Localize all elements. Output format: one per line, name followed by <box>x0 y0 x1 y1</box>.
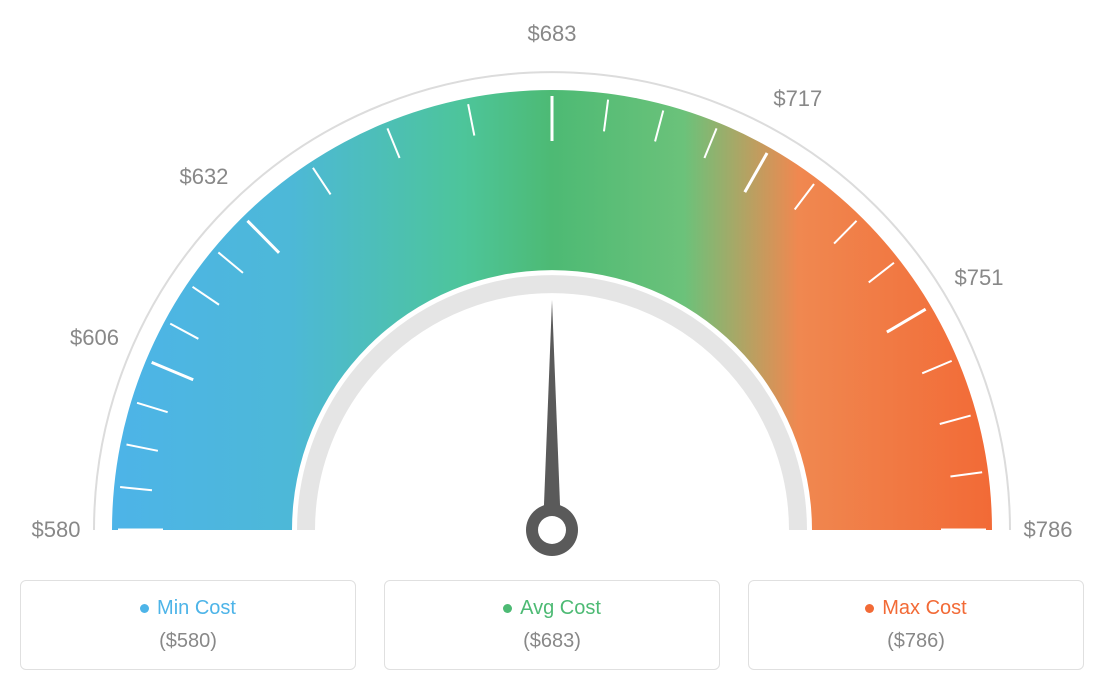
legend-min-label: Min Cost <box>157 597 236 620</box>
gauge-tick-label: $580 <box>32 517 81 543</box>
legend-avg-value: ($683) <box>523 630 581 653</box>
gauge-tick-label: $632 <box>179 164 228 190</box>
legend-avg-title: Avg Cost <box>503 597 601 620</box>
gauge-tick-label: $606 <box>70 325 119 351</box>
legend-row: Min Cost ($580) Avg Cost ($683) Max Cost… <box>20 580 1084 670</box>
legend-max-label: Max Cost <box>882 597 966 620</box>
legend-min-title: Min Cost <box>140 597 236 620</box>
cost-gauge-chart: $580 $606 $632 $683 $717 $751 $786 <box>20 20 1084 560</box>
gauge-tick-label: $786 <box>1024 517 1073 543</box>
legend-max-dot <box>865 604 874 613</box>
legend-avg-dot <box>503 604 512 613</box>
legend-min-cost: Min Cost ($580) <box>20 580 356 670</box>
gauge-tick-label: $717 <box>773 86 822 112</box>
legend-avg-label: Avg Cost <box>520 597 601 620</box>
gauge-svg <box>20 20 1084 560</box>
gauge-tick-label: $683 <box>528 21 577 47</box>
legend-min-value: ($580) <box>159 630 217 653</box>
legend-max-title: Max Cost <box>865 597 966 620</box>
legend-max-cost: Max Cost ($786) <box>748 580 1084 670</box>
gauge-tick-label: $751 <box>955 265 1004 291</box>
legend-min-dot <box>140 604 149 613</box>
legend-max-value: ($786) <box>887 630 945 653</box>
legend-avg-cost: Avg Cost ($683) <box>384 580 720 670</box>
